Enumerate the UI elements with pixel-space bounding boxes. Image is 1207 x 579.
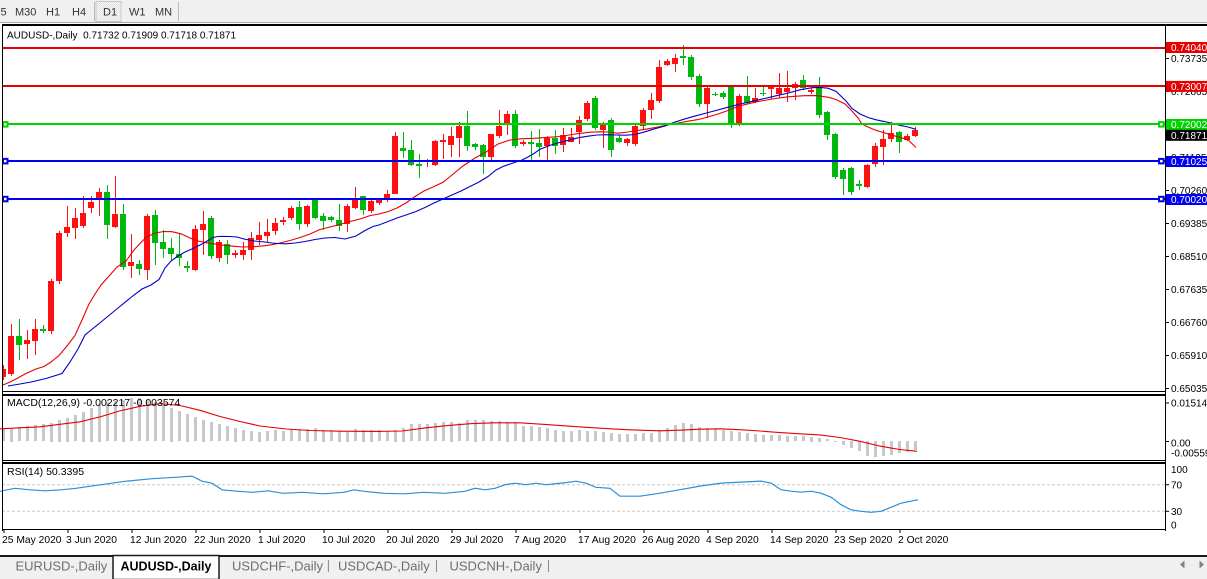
svg-text:100: 100 bbox=[1171, 465, 1188, 476]
svg-text:H4: H4 bbox=[72, 7, 86, 19]
svg-text:0.73007: 0.73007 bbox=[1171, 82, 1207, 93]
svg-text:0.015142: 0.015142 bbox=[1171, 399, 1207, 410]
svg-text:MACD(12,26,9) -0.002217 -0.003: MACD(12,26,9) -0.002217 -0.003574 bbox=[7, 397, 181, 409]
svg-text:MN: MN bbox=[155, 7, 172, 19]
svg-text:14 Sep 2020: 14 Sep 2020 bbox=[770, 535, 829, 546]
svg-text:29 Jul 2020: 29 Jul 2020 bbox=[450, 535, 504, 546]
svg-text:0.67635: 0.67635 bbox=[1171, 285, 1207, 296]
svg-text:0.69385: 0.69385 bbox=[1171, 219, 1207, 230]
svg-text:0.66760: 0.66760 bbox=[1171, 318, 1207, 329]
svg-text:H1: H1 bbox=[46, 7, 60, 19]
svg-text:1 Jul 2020: 1 Jul 2020 bbox=[258, 535, 306, 546]
svg-text:0.70260: 0.70260 bbox=[1171, 186, 1207, 197]
svg-text:USDCNH-,Daily: USDCNH-,Daily bbox=[450, 559, 543, 574]
svg-text:0: 0 bbox=[1171, 521, 1177, 532]
svg-text:12 Jun 2020: 12 Jun 2020 bbox=[130, 535, 187, 546]
svg-text:0.72002: 0.72002 bbox=[1171, 120, 1207, 131]
svg-text:70: 70 bbox=[1171, 481, 1183, 492]
svg-text:25 May 2020: 25 May 2020 bbox=[2, 535, 62, 546]
svg-text:5: 5 bbox=[1, 7, 7, 19]
svg-text:USDCAD-,Daily: USDCAD-,Daily bbox=[338, 559, 430, 574]
svg-text:AUDUSD-,Daily 0.71732 0.71909: AUDUSD-,Daily 0.71732 0.71909 0.71718 0.… bbox=[7, 31, 236, 42]
svg-text:0.00: 0.00 bbox=[1171, 439, 1191, 450]
svg-text:26 Aug 2020: 26 Aug 2020 bbox=[642, 535, 700, 546]
svg-text:23 Sep 2020: 23 Sep 2020 bbox=[834, 535, 893, 546]
svg-text:0.65910: 0.65910 bbox=[1171, 351, 1207, 362]
svg-text:0.70020: 0.70020 bbox=[1171, 195, 1207, 206]
svg-text:3 Jun 2020: 3 Jun 2020 bbox=[66, 535, 117, 546]
svg-text:USDCHF-,Daily: USDCHF-,Daily bbox=[232, 559, 324, 574]
svg-text:0.72865: 0.72865 bbox=[1171, 87, 1207, 98]
svg-text:0.71871: 0.71871 bbox=[1171, 131, 1207, 142]
svg-text:W1: W1 bbox=[129, 7, 146, 19]
svg-text:D1: D1 bbox=[103, 7, 117, 19]
svg-text:17 Aug 2020: 17 Aug 2020 bbox=[578, 535, 636, 546]
svg-text:0.74040: 0.74040 bbox=[1171, 43, 1207, 54]
svg-text:4 Sep 2020: 4 Sep 2020 bbox=[706, 535, 759, 546]
svg-text:EURUSD-,Daily: EURUSD-,Daily bbox=[16, 559, 108, 574]
svg-text:7 Aug 2020: 7 Aug 2020 bbox=[514, 535, 566, 546]
svg-text:RSI(14) 50.3395: RSI(14) 50.3395 bbox=[7, 466, 84, 478]
svg-text:22 Jun 2020: 22 Jun 2020 bbox=[194, 535, 251, 546]
svg-text:0.73735: 0.73735 bbox=[1171, 54, 1207, 65]
svg-text:0.65035: 0.65035 bbox=[1171, 384, 1207, 395]
svg-text:10 Jul 2020: 10 Jul 2020 bbox=[322, 535, 376, 546]
svg-text:0.71025: 0.71025 bbox=[1171, 157, 1207, 168]
svg-text:0.68510: 0.68510 bbox=[1171, 252, 1207, 263]
svg-text:AUDUSD-,Daily: AUDUSD-,Daily bbox=[121, 560, 212, 574]
svg-text:30: 30 bbox=[1171, 507, 1183, 518]
svg-text:-0.005595: -0.005595 bbox=[1171, 449, 1207, 460]
svg-text:20 Jul 2020: 20 Jul 2020 bbox=[386, 535, 440, 546]
svg-text:M30: M30 bbox=[15, 7, 36, 19]
svg-text:2 Oct 2020: 2 Oct 2020 bbox=[898, 535, 949, 546]
